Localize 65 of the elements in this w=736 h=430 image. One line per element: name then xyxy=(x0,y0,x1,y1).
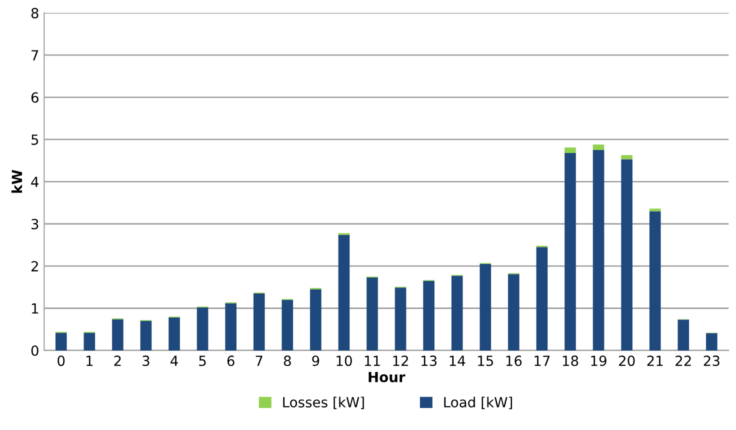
bar xyxy=(225,303,236,350)
x-tick-label: 1 xyxy=(86,356,93,366)
x-tick-label: 19 xyxy=(591,356,606,366)
y-tick-label: 2 xyxy=(31,261,38,272)
bar xyxy=(649,208,661,212)
y-tick-label: 0 xyxy=(31,345,38,356)
x-tick-label: 2 xyxy=(114,356,121,366)
bar xyxy=(451,276,463,350)
bar xyxy=(394,288,406,350)
bar xyxy=(678,320,690,350)
y-tick-label: 4 xyxy=(31,176,39,187)
legend-label: Load [kW] xyxy=(444,396,512,410)
x-tick-label: 13 xyxy=(422,356,437,366)
x-tick-label: 8 xyxy=(284,356,291,366)
bar xyxy=(366,277,378,350)
y-tick-label: 8 xyxy=(31,8,38,18)
x-tick-label: 3 xyxy=(142,356,150,366)
x-tick-label: 14 xyxy=(450,356,466,366)
bar xyxy=(338,234,350,350)
x-tick-label: 11 xyxy=(364,356,380,366)
y-tick-label: 6 xyxy=(31,92,38,103)
x-axis-title: Hour xyxy=(368,372,406,382)
x-tick-label: 7 xyxy=(256,356,262,366)
x-tick-label: 23 xyxy=(704,356,720,366)
bar xyxy=(536,247,548,350)
bar xyxy=(621,159,632,350)
bar xyxy=(592,144,604,150)
bar xyxy=(168,318,180,350)
bar xyxy=(196,307,208,350)
x-tick-label: 9 xyxy=(312,356,320,366)
x-tick-label: 22 xyxy=(676,356,691,366)
bar xyxy=(508,274,520,350)
x-tick-label: 20 xyxy=(619,356,635,366)
x-tick-label: 4 xyxy=(170,356,178,366)
y-axis-title: kW xyxy=(11,170,22,193)
bar xyxy=(564,152,576,350)
bar xyxy=(423,280,434,350)
bar xyxy=(282,300,294,350)
y-tick-label: 3 xyxy=(32,218,38,230)
x-tick-label: 10 xyxy=(336,356,352,366)
x-tick-label: 16 xyxy=(506,356,522,366)
bar xyxy=(310,289,322,350)
bar xyxy=(592,150,604,350)
bar xyxy=(621,155,632,160)
x-tick-label: 6 xyxy=(227,356,234,366)
x-tick-label: 12 xyxy=(393,356,408,366)
bar xyxy=(140,320,152,350)
x-tick-label: 0 xyxy=(58,356,65,366)
bar xyxy=(55,332,67,350)
bar xyxy=(84,332,96,350)
y-tick-label: 7 xyxy=(32,50,38,60)
bar xyxy=(112,319,124,350)
x-tick-label: 5 xyxy=(199,356,206,366)
bar xyxy=(564,148,576,153)
x-tick-label: 15 xyxy=(478,356,494,366)
y-tick-label: 5 xyxy=(32,134,38,145)
bar xyxy=(480,264,492,350)
x-tick-label: 18 xyxy=(562,356,578,366)
legend-label: Losses [kW] xyxy=(283,396,364,410)
bar xyxy=(253,293,265,350)
bar xyxy=(649,211,661,350)
bar xyxy=(706,333,718,350)
x-tick-label: 21 xyxy=(647,356,663,366)
y-tick-label: 1 xyxy=(32,303,38,314)
x-tick-label: 17 xyxy=(534,356,550,366)
